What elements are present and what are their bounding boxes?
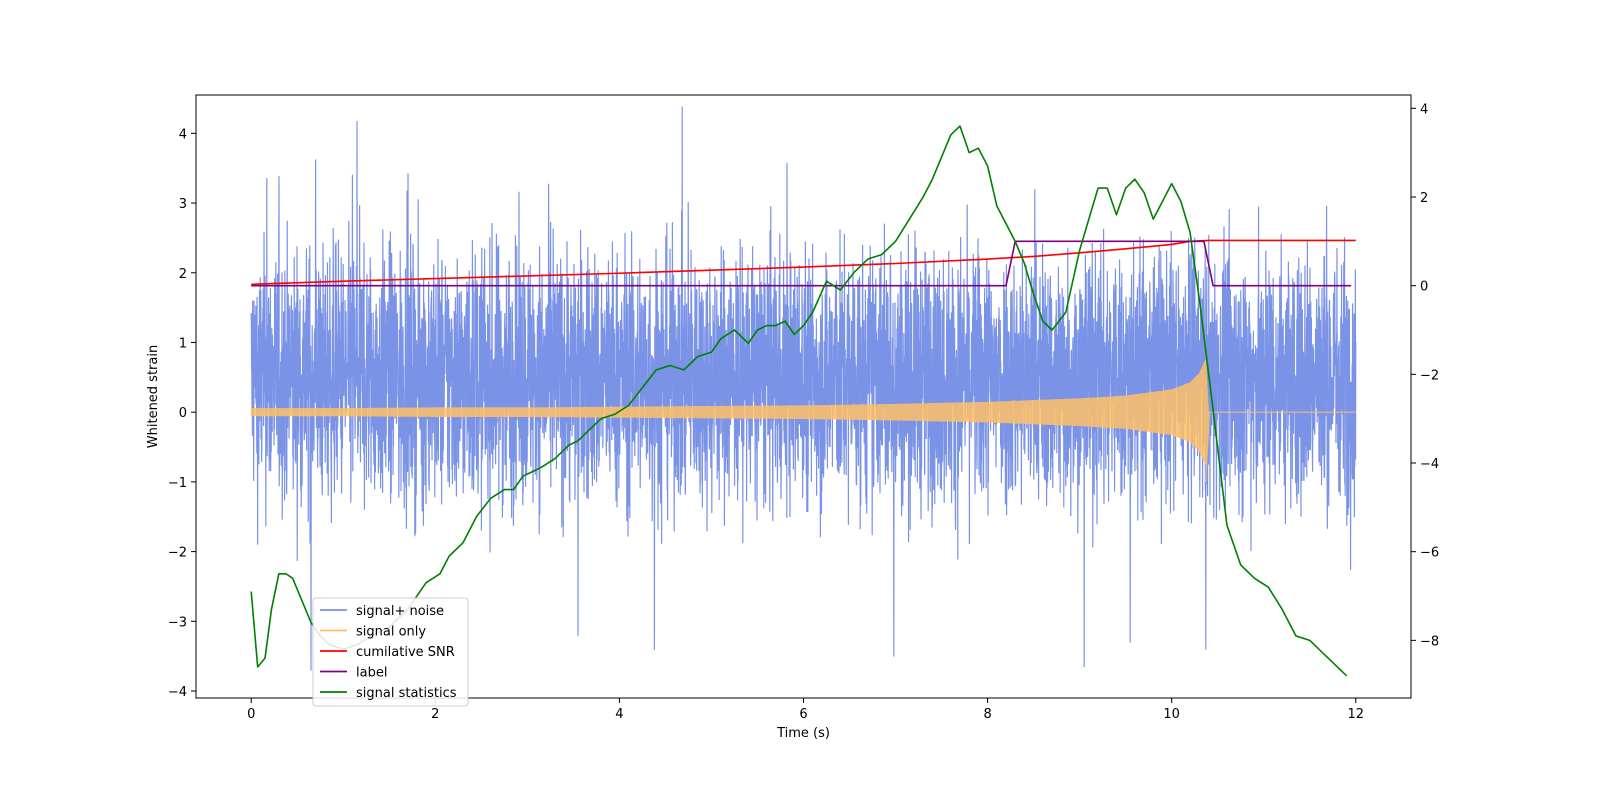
y-tick-label: −1	[168, 476, 187, 491]
y-tick-label: 2	[179, 267, 187, 282]
series-line-0	[250, 106, 1357, 671]
x-tick-label: 12	[1347, 707, 1364, 722]
y2-tick-label: −2	[1420, 368, 1439, 383]
series-line-1	[250, 359, 1356, 483]
legend-box	[312, 597, 469, 707]
series-line-3	[251, 240, 1352, 287]
legend-label: label	[356, 666, 387, 681]
series-line-4	[250, 125, 1348, 677]
y2-tick-label: 4	[1420, 102, 1428, 117]
y2-tick-label: 0	[1420, 280, 1428, 295]
series-line-2	[251, 239, 1356, 286]
legend-label: signal only	[356, 625, 426, 640]
x-axis-title: Time (s)	[776, 726, 830, 741]
x-tick-label: 6	[799, 707, 807, 722]
x-tick-label: 10	[1163, 707, 1180, 722]
y-tick-label: 3	[179, 197, 187, 212]
x-tick-label: 8	[983, 707, 991, 722]
y-tick-label: −2	[168, 546, 187, 561]
y2-tick-label: −8	[1420, 634, 1439, 649]
x-tick-label: 0	[247, 707, 255, 722]
legend-label: signal statistics	[356, 686, 457, 701]
y2-tick-label: 2	[1420, 191, 1428, 206]
y-tick-label: 4	[179, 127, 187, 142]
legend-label: cumilative SNR	[356, 645, 455, 660]
y-tick-label: −3	[168, 615, 187, 630]
x-tick-label: 2	[431, 707, 439, 722]
y-tick-label: −4	[168, 685, 187, 700]
legend-label: signal+ noise	[356, 604, 444, 619]
x-tick-label: 4	[615, 707, 623, 722]
y-axis-title: Whitened strain	[146, 345, 161, 448]
y2-tick-label: −4	[1420, 457, 1439, 472]
y-tick-label: 1	[179, 336, 187, 351]
y2-tick-label: −6	[1420, 546, 1439, 561]
legend: signal+ noise signal only cumilative SNR la…	[312, 597, 469, 707]
y-tick-label: 0	[179, 406, 187, 421]
